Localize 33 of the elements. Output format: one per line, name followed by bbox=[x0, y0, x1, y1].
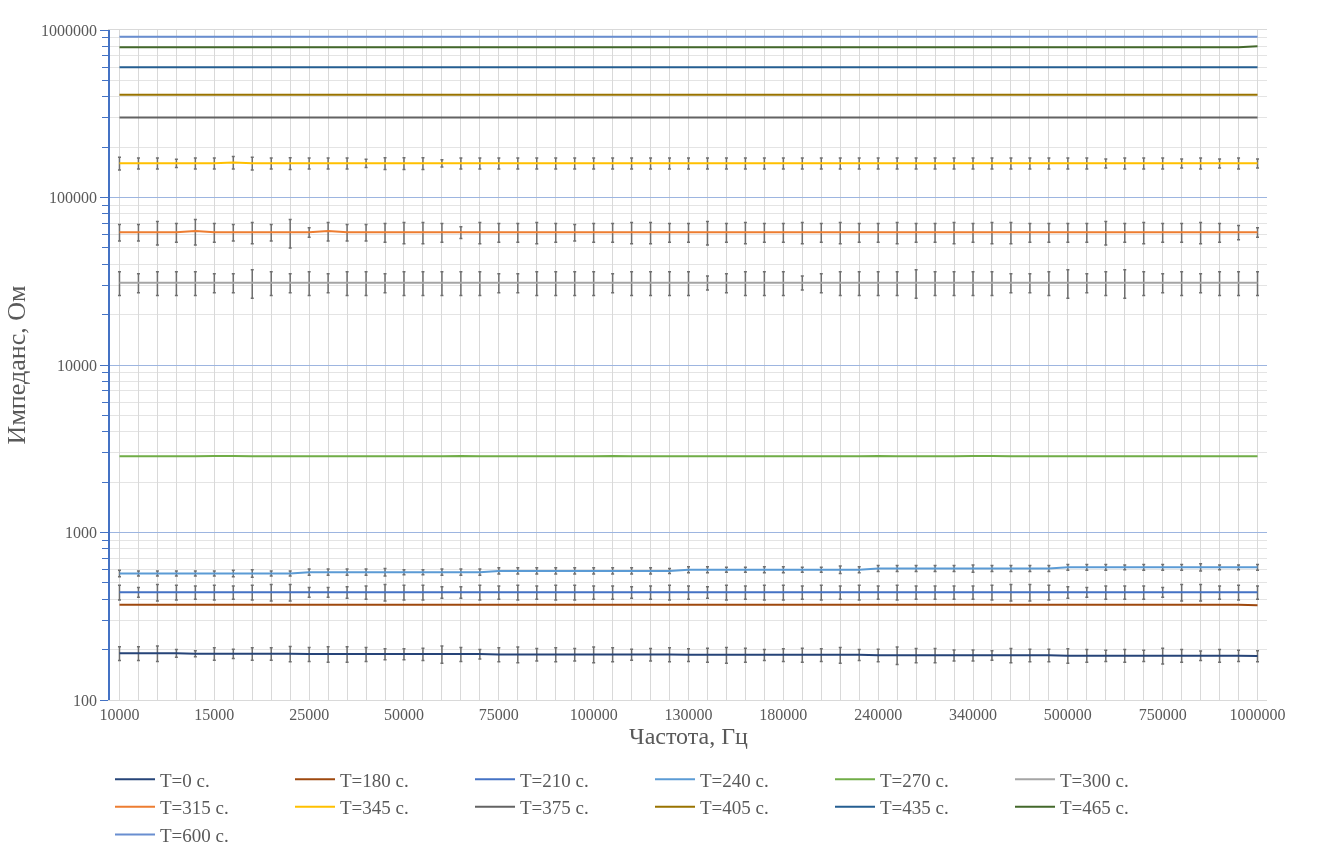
legend-label: T=0 с. bbox=[160, 769, 210, 791]
legend-label: T=600 с. bbox=[160, 824, 229, 846]
x-tick-label: 130000 bbox=[664, 706, 713, 724]
x-tick-label: 240000 bbox=[854, 706, 903, 724]
x-tick-label: 75000 bbox=[478, 706, 519, 724]
y-tick-label: 1000 bbox=[65, 524, 98, 542]
x-tick-label: 100000 bbox=[569, 706, 618, 724]
x-tick-label: 50000 bbox=[383, 706, 424, 724]
legend-label: T=405 с. bbox=[700, 797, 769, 819]
x-tick-label: 1000000 bbox=[1229, 706, 1286, 724]
y-tick-label: 1000000 bbox=[41, 21, 98, 39]
legend-label: T=300 с. bbox=[1060, 769, 1129, 791]
x-tick-label: 25000 bbox=[289, 706, 330, 724]
legend-label: T=375 с. bbox=[520, 797, 589, 819]
legend-label: T=435 с. bbox=[880, 797, 949, 819]
y-tick-label: 100 bbox=[73, 691, 98, 709]
legend-label: T=270 с. bbox=[880, 769, 949, 791]
y-tick-label: 10000 bbox=[57, 356, 98, 374]
x-tick-label: 340000 bbox=[949, 706, 998, 724]
x-tick-label: 750000 bbox=[1138, 706, 1187, 724]
legend-label: T=345 с. bbox=[340, 797, 409, 819]
x-tick-label: 500000 bbox=[1043, 706, 1092, 724]
legend-label: T=315 с. bbox=[160, 797, 229, 819]
x-tick-label: 180000 bbox=[759, 706, 808, 724]
legend-label: T=210 с. bbox=[520, 769, 589, 791]
legend-label: T=465 с. bbox=[1060, 797, 1129, 819]
legend-label: T=180 с. bbox=[340, 769, 409, 791]
legend-label: T=240 с. bbox=[700, 769, 769, 791]
y-tick-label: 100000 bbox=[49, 189, 98, 207]
y-axis-title: Импеданс, Ом bbox=[1, 285, 31, 445]
x-axis-title: Частота, Гц bbox=[629, 723, 749, 750]
x-tick-label: 10000 bbox=[99, 706, 140, 724]
x-tick-label: 15000 bbox=[194, 706, 235, 724]
